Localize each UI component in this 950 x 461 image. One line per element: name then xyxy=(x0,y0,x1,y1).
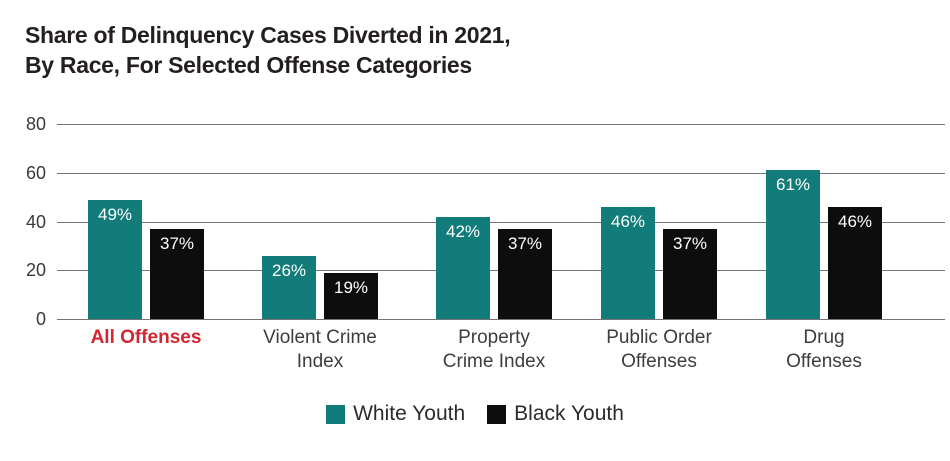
legend-item-black-youth: Black Youth xyxy=(487,402,624,426)
y-tick-label-60: 60 xyxy=(25,162,46,183)
gridline-80 xyxy=(57,124,945,125)
bar-black-youth-1: 19% xyxy=(324,272,378,319)
bar-value-label: 37% xyxy=(507,233,543,253)
plot-area: 49% 37% 26% 19% 42% 37% 46% 37% 61% 46% xyxy=(57,124,945,320)
gridline-40 xyxy=(57,221,945,223)
legend-label: Black Youth xyxy=(514,402,624,425)
legend-item-white-youth: White Youth xyxy=(326,402,465,426)
bar-value-label: 37% xyxy=(672,233,708,253)
bar-white-youth-1: 26% xyxy=(262,255,316,319)
y-tick-label-80: 80 xyxy=(25,114,46,134)
bar-group-1: 26% 19% xyxy=(262,124,378,319)
y-tick-label-40: 40 xyxy=(25,211,46,232)
category-label-4: Drug Offenses xyxy=(786,327,862,372)
legend-label: White Youth xyxy=(353,402,466,425)
bar-group-4: 61% 46% xyxy=(766,124,882,319)
bar-value-label: 42% xyxy=(445,221,481,241)
chart-title-line1: Share of Delinquency Cases Diverted in 2… xyxy=(25,22,511,48)
bar-group-0: 49% 37% xyxy=(88,124,204,319)
gridline-0 xyxy=(57,319,945,320)
bar-white-youth-0: 49% xyxy=(88,199,142,319)
chart-title-line2: By Race, For Selected Offense Categories xyxy=(25,52,472,78)
bar-value-label: 49% xyxy=(97,204,133,224)
bar-white-youth-4: 61% xyxy=(766,170,820,319)
legend-swatch-icon xyxy=(487,404,507,424)
bar-value-label: 46% xyxy=(837,211,873,231)
bar-value-label: 61% xyxy=(775,175,811,195)
category-label-3: Public Order Offenses xyxy=(606,327,712,372)
bar-black-youth-4: 46% xyxy=(828,206,882,319)
bar-group-3: 46% 37% xyxy=(601,124,717,319)
bar-value-label: 37% xyxy=(159,233,195,253)
bar-value-label: 19% xyxy=(333,277,369,297)
gridline-60 xyxy=(57,172,945,174)
category-label-0: All Offenses xyxy=(90,327,202,348)
bar-black-youth-2: 37% xyxy=(498,228,552,319)
bar-value-label: 26% xyxy=(271,260,307,280)
bar-white-youth-3: 46% xyxy=(601,206,655,319)
category-label-1: Violent Crime Index xyxy=(263,327,377,372)
bar-black-youth-0: 37% xyxy=(150,228,204,319)
chart-title: Share of Delinquency Cases Diverted in 2… xyxy=(25,20,511,80)
bar-value-label: 46% xyxy=(610,211,646,231)
bar-group-2: 42% 37% xyxy=(436,124,552,319)
bar-white-youth-2: 42% xyxy=(436,216,490,319)
legend-swatch-icon xyxy=(326,404,346,424)
y-tick-label-20: 20 xyxy=(25,260,46,281)
y-tick-label-0: 0 xyxy=(35,309,46,329)
bar-black-youth-3: 37% xyxy=(663,228,717,319)
category-label-2: Property Crime Index xyxy=(442,327,546,372)
legend: White Youth Black Youth xyxy=(0,402,950,426)
